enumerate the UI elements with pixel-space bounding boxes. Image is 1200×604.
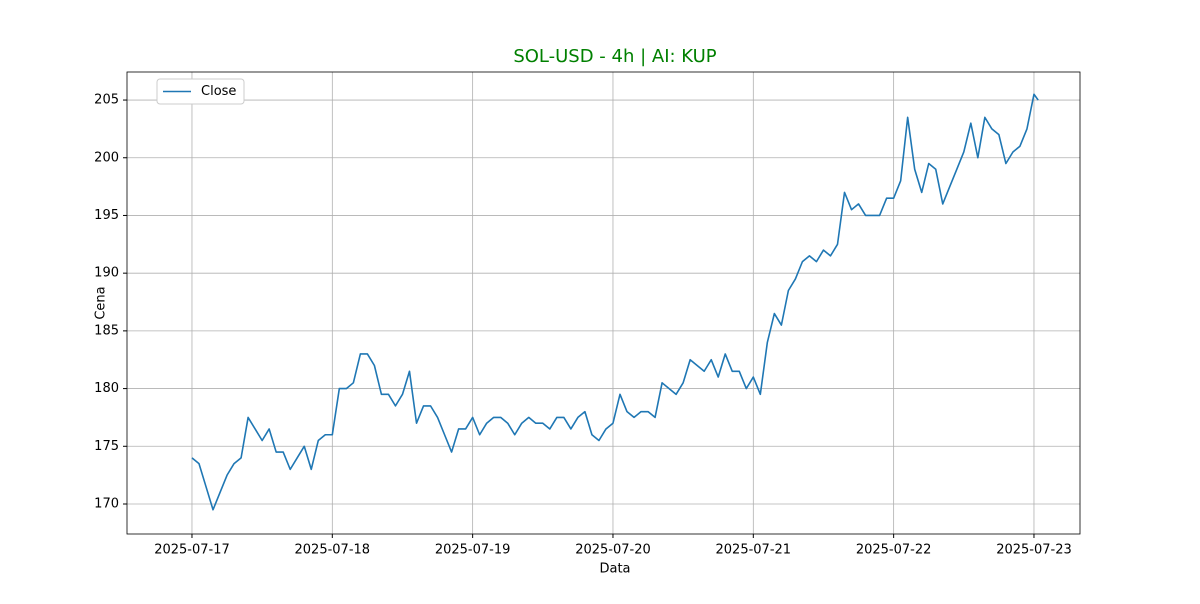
y-axis-label: Cena [94,286,109,319]
x-tick-label: 2025-07-22 [856,543,932,558]
y-tick-label: 175 [94,439,119,454]
x-axis-label: Data [599,562,630,577]
y-tick-label: 190 [94,266,119,281]
y-tick-label: 185 [94,323,119,338]
legend-box [156,78,245,105]
y-tick-label: 170 [94,496,119,511]
x-tick-label: 2025-07-17 [154,543,230,558]
x-tick-label: 2025-07-21 [716,543,792,558]
y-tick-label: 200 [94,150,119,165]
legend-label: Close [201,84,236,99]
y-tick-label: 195 [94,208,119,223]
x-tick-label: 2025-07-18 [295,543,371,558]
x-tick-label: 2025-07-19 [435,543,511,558]
plot-frame [126,71,1081,535]
x-tick-label: 2025-07-20 [575,543,651,558]
y-tick-label: 180 [94,381,119,396]
chart-title: SOL-USD - 4h | AI: KUP [513,46,716,67]
y-tick-label: 205 [94,93,119,108]
line [191,93,1039,511]
x-tick-label: 2025-07-23 [996,543,1072,558]
